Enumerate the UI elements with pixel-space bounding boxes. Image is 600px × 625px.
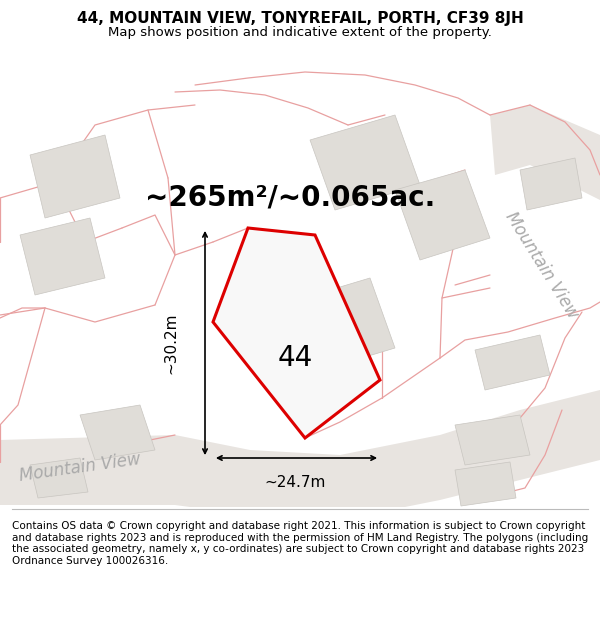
Text: 44, MOUNTAIN VIEW, TONYREFAIL, PORTH, CF39 8JH: 44, MOUNTAIN VIEW, TONYREFAIL, PORTH, CF… — [77, 11, 523, 26]
Polygon shape — [280, 278, 395, 375]
Text: ~30.2m: ~30.2m — [163, 312, 178, 374]
Polygon shape — [310, 115, 420, 210]
Polygon shape — [395, 170, 490, 260]
Text: Mountain View: Mountain View — [502, 208, 582, 322]
Text: Map shows position and indicative extent of the property.: Map shows position and indicative extent… — [108, 26, 492, 39]
Text: Contains OS data © Crown copyright and database right 2021. This information is : Contains OS data © Crown copyright and d… — [12, 521, 588, 566]
Text: ~265m²/~0.065ac.: ~265m²/~0.065ac. — [145, 184, 435, 212]
Polygon shape — [520, 158, 582, 210]
Polygon shape — [490, 105, 600, 200]
Polygon shape — [0, 390, 600, 520]
Text: ~24.7m: ~24.7m — [265, 475, 326, 490]
Polygon shape — [455, 462, 516, 506]
Polygon shape — [213, 228, 380, 438]
Polygon shape — [30, 135, 120, 218]
Text: 44: 44 — [277, 344, 313, 372]
Polygon shape — [30, 458, 88, 498]
Polygon shape — [80, 405, 155, 460]
Polygon shape — [475, 335, 550, 390]
Polygon shape — [20, 218, 105, 295]
Polygon shape — [455, 415, 530, 465]
Text: Mountain View: Mountain View — [18, 451, 142, 486]
